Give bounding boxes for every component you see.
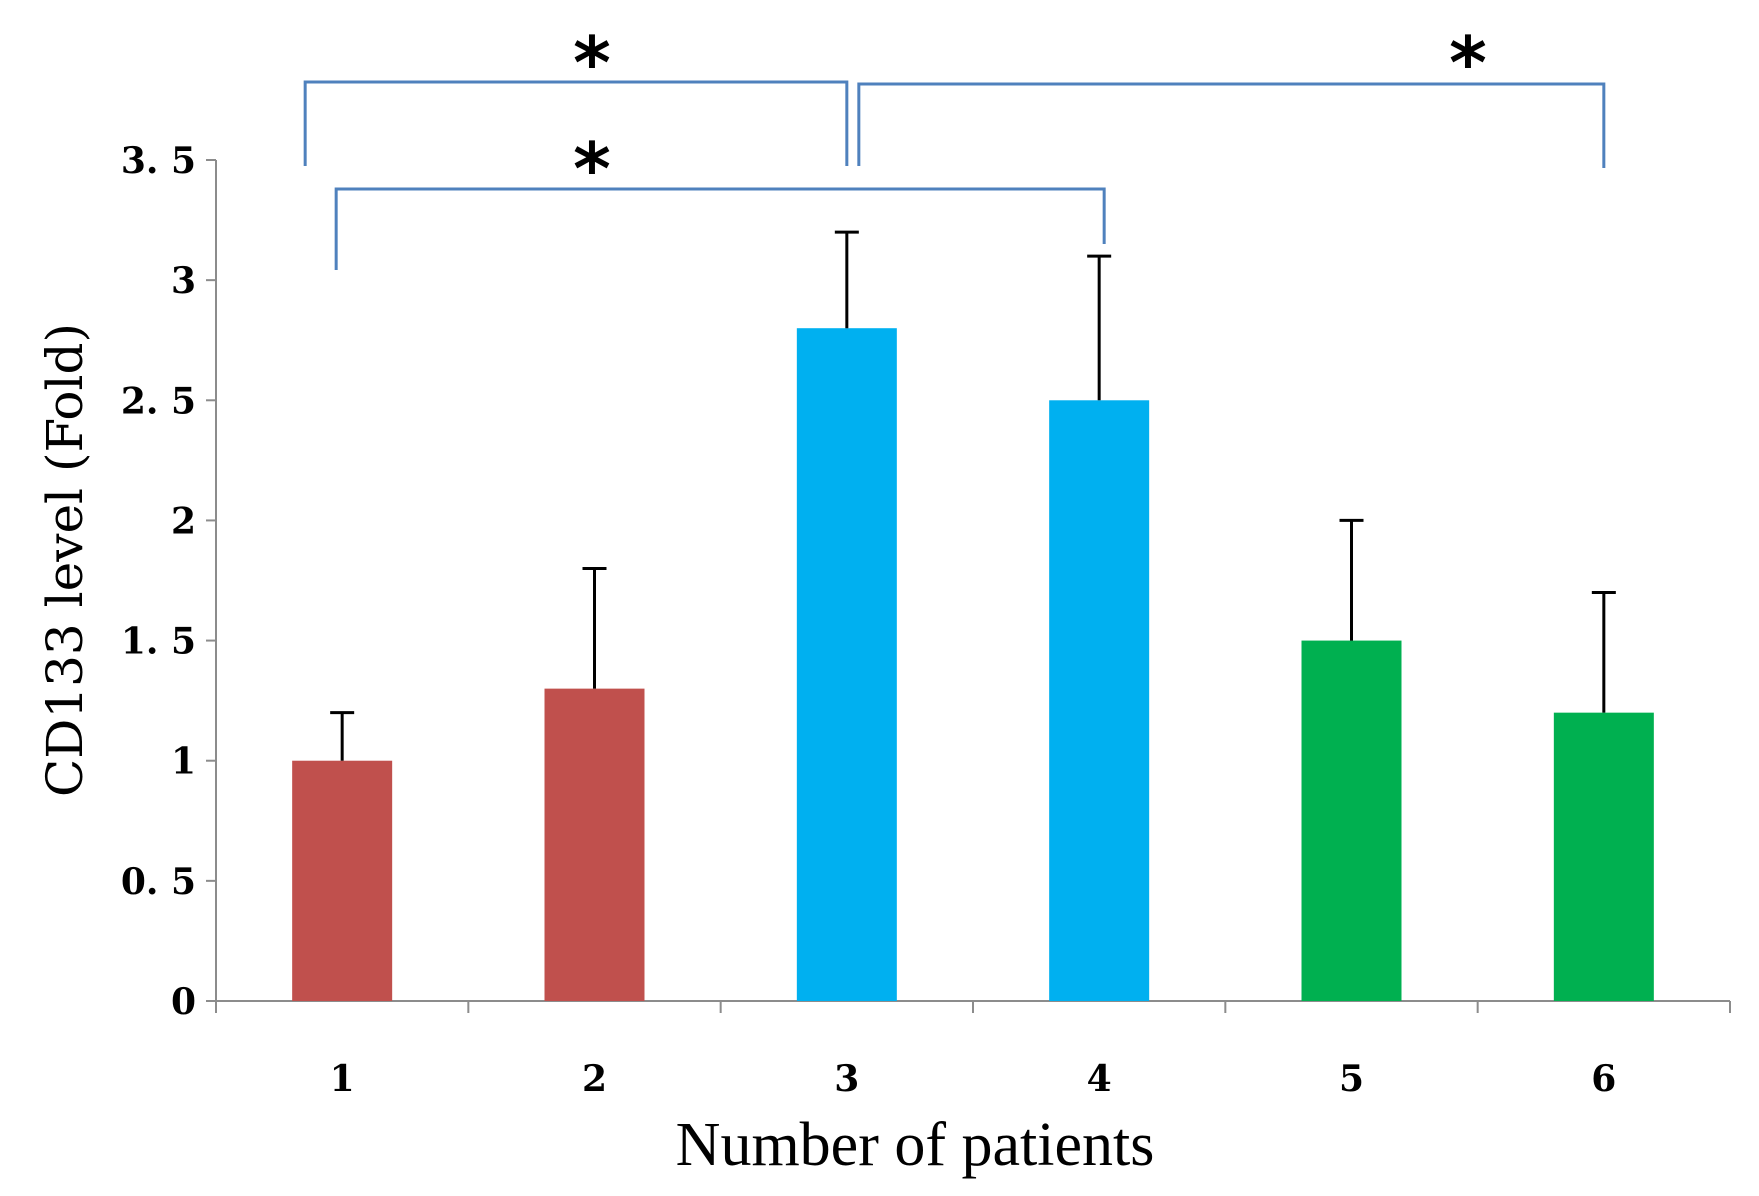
bar [292,760,393,1001]
bar [544,688,645,1001]
x-tick-label: 4 [1087,1058,1112,1100]
significance-star: * [1449,21,1487,105]
y-axis-label: CD133 level (Fold) [36,323,94,797]
bar [1301,640,1402,1001]
bars [292,328,1654,1001]
y-tick-label: 0 [171,981,196,1023]
y-tick-label: 0. 5 [121,861,196,903]
significance-brackets: * * * [303,21,1606,270]
x-tick-label: 1 [330,1058,355,1100]
significance-star: * [573,21,611,105]
axes [206,159,1731,1013]
bar [1553,712,1654,1001]
y-tick-label: 1. 5 [121,621,196,663]
y-tick-label: 3. 5 [121,140,196,182]
error-bars [330,230,1616,761]
significance-star: * [573,127,611,211]
x-tick-label: 3 [834,1058,859,1100]
tick-labels: 0 0. 5 1 1. 5 2 2. 5 3 3. 5 1 2 3 4 5 6 [121,140,1617,1100]
bar [1049,400,1150,1001]
y-tick-label: 2. 5 [121,380,196,422]
y-tick-label: 2 [171,500,196,542]
significance-bracket [857,82,1606,168]
x-tick-label: 5 [1339,1058,1364,1100]
significance-bracket [334,187,1106,270]
x-axis-label: Number of patients [676,1111,1155,1179]
significance-bracket [303,80,849,166]
y-tick-label: 3 [171,260,196,302]
x-tick-label: 2 [582,1058,607,1100]
bar [796,328,897,1001]
y-tick-label: 1 [171,741,196,783]
x-tick-label: 6 [1591,1058,1616,1100]
